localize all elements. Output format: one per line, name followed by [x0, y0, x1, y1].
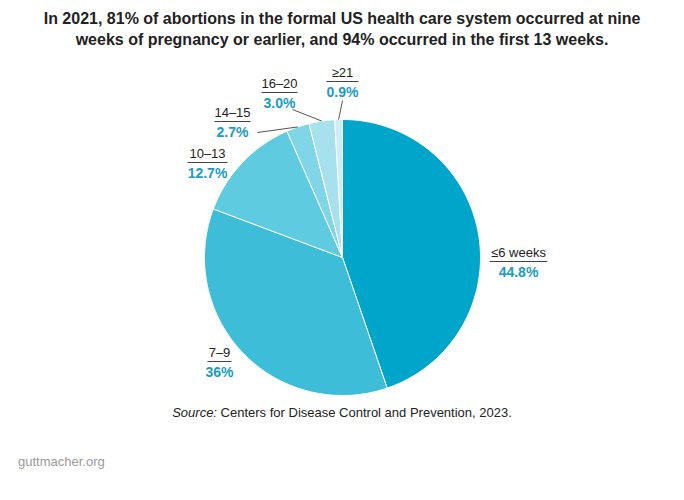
html-text:guttmacher.org: guttmacher.org — [18, 454, 105, 469]
svg-text:3.0%: 3.0% — [264, 95, 296, 111]
html-text:Source: Centers for Disease Co: Source: Centers for Disease Control and … — [172, 405, 512, 420]
svg-text:16–20: 16–20 — [261, 76, 297, 91]
svg-text:12.7%: 12.7% — [188, 165, 228, 181]
svg-text:10–13: 10–13 — [189, 146, 225, 161]
svg-text:2.7%: 2.7% — [217, 124, 249, 140]
svg-text:≤6 weeks: ≤6 weeks — [491, 245, 546, 260]
svg-text:44.8%: 44.8% — [499, 264, 539, 280]
svg-text:≥21: ≥21 — [332, 65, 354, 80]
svg-text:7–9: 7–9 — [209, 345, 231, 360]
svg-text:0.9%: 0.9% — [327, 84, 359, 100]
html-text:In 2021, 81% of abortions in t: In 2021, 81% of abortions in the formal … — [43, 10, 641, 48]
svg-text:36%: 36% — [205, 364, 234, 380]
svg-text:14–15: 14–15 — [214, 105, 250, 120]
